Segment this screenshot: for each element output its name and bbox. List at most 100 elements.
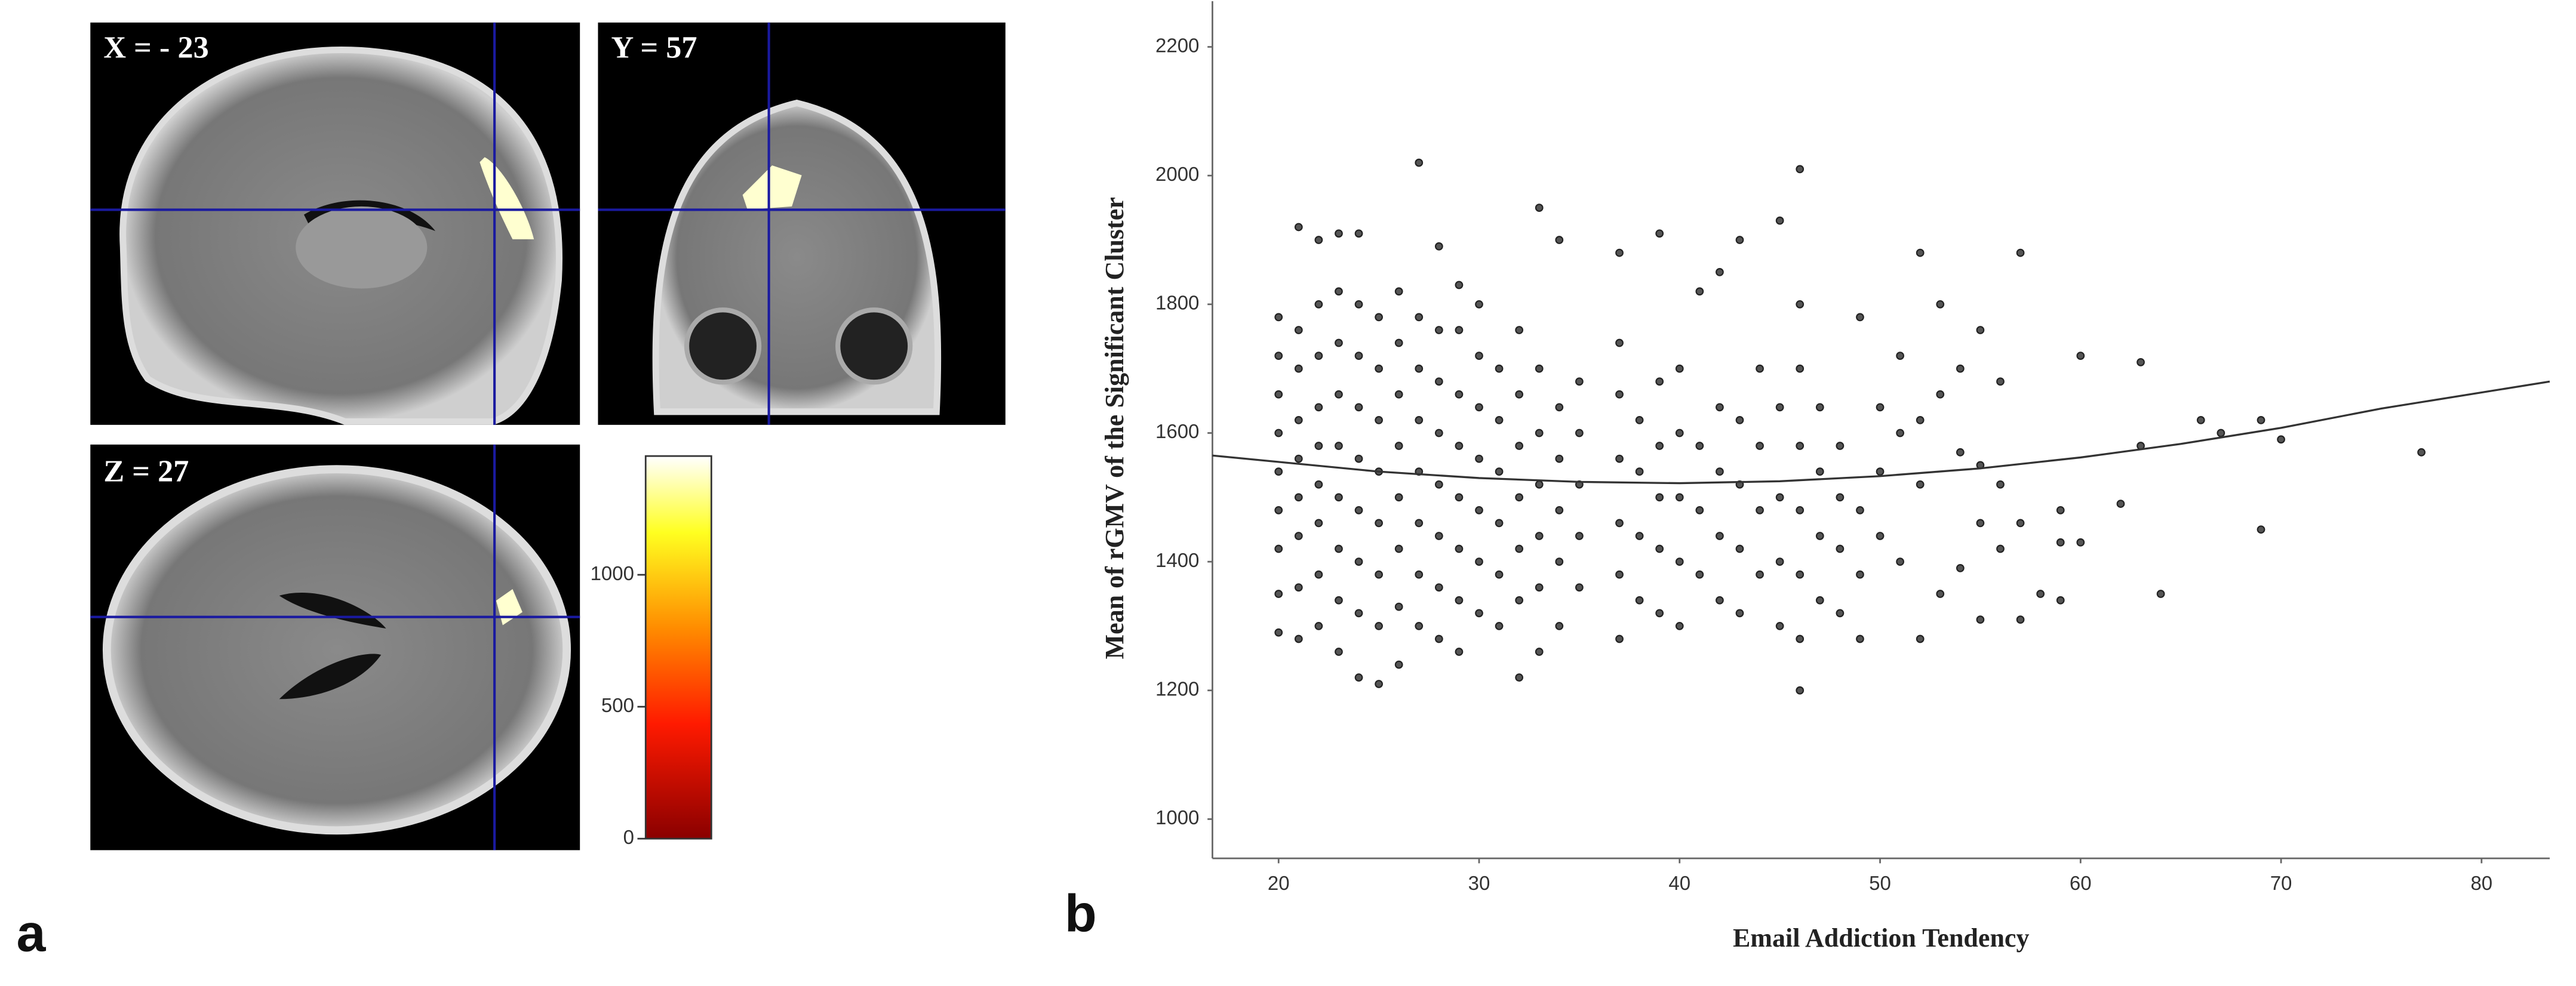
point [1274,313,1283,322]
point [1716,596,1724,605]
y-tick-label: 1800 [1155,292,1199,314]
axial-slice: Z = 27 [90,444,580,851]
point [1916,480,1925,489]
point [1495,519,1504,528]
point [1274,467,1283,476]
point [1936,390,1945,399]
point [1495,467,1504,476]
point [1575,583,1584,592]
point [1375,570,1384,579]
x-axis-title: Email Addiction Tendency [1733,923,2030,953]
point [1434,583,1443,592]
point [1896,352,1904,360]
point [1455,493,1464,502]
point [1495,364,1504,373]
point [1294,326,1303,334]
point [1274,628,1283,637]
colorbar [644,455,712,840]
point [1555,236,1564,244]
point [1515,442,1524,450]
point [1555,506,1564,514]
point [1314,570,1323,579]
point [1675,622,1684,630]
slice-label: Y = 57 [611,30,697,65]
scatter-plot: 20 30 40 50 60 70 80 1000 1200 1400 1600 1800 2000 22… [1155,1,2550,894]
point [1936,300,1945,309]
point [1274,590,1283,598]
point [1615,248,1624,257]
point [1615,570,1624,579]
point [2417,448,2426,457]
point [1716,268,1724,276]
point [1916,634,1925,643]
point [1314,519,1323,528]
point [1836,442,1845,450]
point [1815,403,1824,412]
y-axis-title: Mean of rGMV of the Significant Cluster [1100,197,1129,659]
point [1876,532,1885,540]
point [1274,544,1283,553]
point [1495,416,1504,424]
point [1575,377,1584,386]
point [1695,506,1704,514]
point [1815,596,1824,605]
point [1415,416,1424,424]
point [1936,590,1945,598]
point [1354,300,1363,309]
point [1615,634,1624,643]
point [1434,532,1443,540]
point [1434,377,1443,386]
point [1434,634,1443,643]
point [1655,229,1664,238]
y-tick-label: 1200 [1155,677,1199,700]
point [1274,506,1283,514]
point [1375,680,1384,688]
coronal-slice: Y = 57 [598,22,1006,425]
point [1475,352,1483,360]
point [1756,364,1764,373]
point [1354,352,1363,360]
point [1775,622,1784,630]
point [1274,352,1283,360]
point [1375,416,1384,424]
point [1294,416,1303,424]
slice-label: Z = 27 [103,454,189,488]
colorbar-ticks: 0 500 1000 [591,562,646,848]
point [1375,313,1384,322]
point [1876,403,1885,412]
point [1836,609,1845,618]
point [2016,248,2025,257]
point [1756,570,1764,579]
point [1274,429,1283,437]
point [1836,544,1845,553]
point [1575,429,1584,437]
x-tick-label: 60 [2070,872,2092,894]
point [1455,648,1464,656]
point [1796,634,1805,643]
point [1394,338,1403,347]
point [1495,570,1504,579]
point [1314,622,1323,630]
point [1335,390,1343,399]
point [1515,673,1524,682]
point [1475,609,1483,618]
point [2016,519,2025,528]
sagittal-slice: X = - 23 [90,22,580,425]
point [1515,596,1524,605]
point [1535,648,1544,656]
y-tick-label: 2200 [1155,34,1199,56]
point [1335,229,1343,238]
point [1916,248,1925,257]
point [1775,557,1784,566]
point [1495,622,1504,630]
point [1535,204,1544,212]
point [2076,352,2085,360]
point [1675,364,1684,373]
point [1475,506,1483,514]
point [1655,377,1664,386]
point [1535,480,1544,489]
point [1535,583,1544,592]
point [1796,570,1805,579]
point [1976,615,1985,624]
